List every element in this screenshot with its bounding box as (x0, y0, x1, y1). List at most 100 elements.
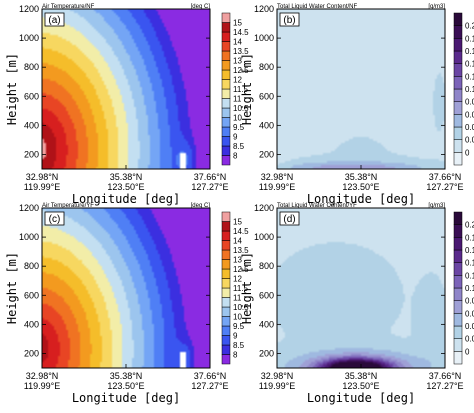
colorbar-tick-label: 15 (233, 19, 242, 28)
panel-tag: (b) (279, 12, 300, 27)
x-tick-lat: 32.98°N (26, 371, 59, 381)
colorbar-swatch (221, 60, 231, 71)
colorbar-swatch (221, 41, 231, 52)
colorbar-tick-label: 0.08 (465, 297, 474, 306)
x-tick-lat: 35.38°N (110, 371, 143, 381)
x-tick-lat: 37.66°N (429, 371, 462, 381)
heatmap-field (42, 9, 210, 169)
y-tick-label: 800 (24, 62, 39, 72)
x-tick-lat: 37.66°N (194, 371, 227, 381)
x-tick-lon: 127.27°E (426, 182, 463, 192)
colorbar-swatch (221, 69, 231, 80)
colorbar-swatch (453, 25, 463, 39)
colorbar-swatch (453, 38, 463, 52)
colorbar-swatch (453, 237, 463, 251)
colorbar-swatch (221, 230, 231, 241)
colorbar-tick-label: 0 (465, 347, 470, 356)
x-tick-lon: 123.50°E (107, 182, 144, 192)
y-tick-label: 400 (24, 319, 39, 329)
colorbar-tick-label: 11 (233, 95, 242, 104)
y-tick-label: 600 (259, 290, 274, 300)
panel-d: Total Liquid Water Content/YF [g/m3] (d) 20… (240, 203, 474, 405)
colorbar-swatch (453, 287, 463, 301)
colorbar-swatch (453, 351, 463, 365)
y-tick-label: 1200 (254, 4, 274, 14)
colorbar-tick-label: 14.5 (233, 227, 249, 236)
y-axis-label: Height [m] (240, 53, 254, 125)
colorbar-tick-label: 15 (233, 218, 242, 227)
x-tick-lon: 123.50°E (342, 182, 379, 192)
colorbar-tick-label: 9.5 (233, 123, 245, 132)
colorbar-swatch (453, 50, 463, 64)
colorbar-swatch (221, 50, 231, 61)
colorbar-tick-label: 12.5 (233, 265, 249, 274)
colorbar-swatch (221, 117, 231, 128)
colorbar-tick-label: 0.2 (465, 221, 474, 230)
colorbar-tick-label: 11.5 (233, 85, 249, 94)
colorbar-tick-label: 0.02 (465, 136, 474, 145)
colorbar-tick-label: 13.5 (233, 246, 249, 255)
colorbar-swatch (453, 139, 463, 153)
colorbar-swatch (221, 88, 231, 99)
colorbar-swatch (221, 316, 231, 327)
y-axis-label: Height [m] (5, 252, 19, 324)
colorbar-tick-label: 10.5 (233, 303, 249, 312)
panel-unit: [deg C] (191, 203, 211, 209)
panel-c: Air Temperature/YF [deg C] (c) 200 400 600 800… (5, 203, 249, 405)
y-tick-label: 400 (259, 319, 274, 329)
x-axis-label: Longitude [deg] (72, 192, 180, 206)
colorbar-swatch (453, 114, 463, 128)
panel-tag-label: (c) (49, 214, 61, 225)
colorbar-tick-label: 0.12 (465, 72, 474, 81)
y-tick-label: 400 (24, 120, 39, 130)
y-tick-label: 1200 (19, 203, 39, 213)
panel-title: Total Liquid Water Content/YF (277, 203, 357, 209)
x-axis-label: Longitude [deg] (72, 391, 180, 405)
panel-unit: [g/m3] (428, 4, 445, 10)
colorbar-tick-label: 12.5 (233, 66, 249, 75)
panel-title: Air Temperature/NF (42, 4, 95, 10)
colorbar-tick-label: 9.5 (233, 322, 245, 331)
colorbar-swatch (221, 126, 231, 137)
colorbar-swatch (221, 278, 231, 289)
colorbar-swatch (221, 297, 231, 308)
panel-unit: [deg C] (191, 4, 211, 10)
colorbar-swatch (221, 98, 231, 109)
colorbar-swatch (221, 221, 231, 232)
panel-unit: [g/m3] (428, 203, 445, 209)
colorbar-tick-label: 13.5 (233, 47, 249, 56)
colorbar-tick-label: 9 (233, 133, 238, 142)
y-tick-label: 1200 (19, 4, 39, 14)
panel-tag-label: (a) (48, 15, 60, 26)
y-tick-label: 800 (259, 62, 274, 72)
colorbar-tick-label: 0.02 (465, 335, 474, 344)
colorbar-swatch (453, 249, 463, 263)
y-tick-label: 1000 (19, 232, 39, 242)
colorbar-swatch (221, 325, 231, 336)
x-axis-label: Longitude [deg] (307, 192, 415, 206)
colorbar-tick-label: 0.08 (465, 98, 474, 107)
y-tick-label: 200 (24, 348, 39, 358)
colorbar-tick-label: 0.1 (465, 85, 474, 94)
colorbar-swatch (221, 107, 231, 118)
colorbar-tick-label: 10.5 (233, 104, 249, 113)
y-tick-label: 1000 (19, 33, 39, 43)
panel-title: Total Liquid Water Content/NF (277, 4, 357, 10)
colorbar-tick-label: 11 (233, 294, 242, 303)
x-axis-label: Longitude [deg] (307, 391, 415, 405)
x-tick-lon: 119.99°E (259, 182, 295, 192)
x-tick-lat: 32.98°N (261, 172, 294, 182)
x-tick-lat: 35.38°N (345, 371, 378, 381)
x-tick-lat: 32.98°N (261, 371, 294, 381)
colorbar-tick-label: 9 (233, 332, 238, 341)
x-tick-lat: 37.66°N (194, 172, 227, 182)
colorbar-tick-label: 14 (233, 237, 242, 246)
colorbar-tick-label: 0.06 (465, 110, 474, 119)
colorbar-tick-label: 8 (233, 351, 238, 360)
panel-a: Air Temperature/NF [deg C] (a) 200 400 600 800… (5, 4, 249, 206)
y-tick-label: 200 (259, 149, 274, 159)
colorbar-tick-label: 12 (233, 275, 242, 284)
colorbar-tick-label: 13 (233, 256, 242, 265)
